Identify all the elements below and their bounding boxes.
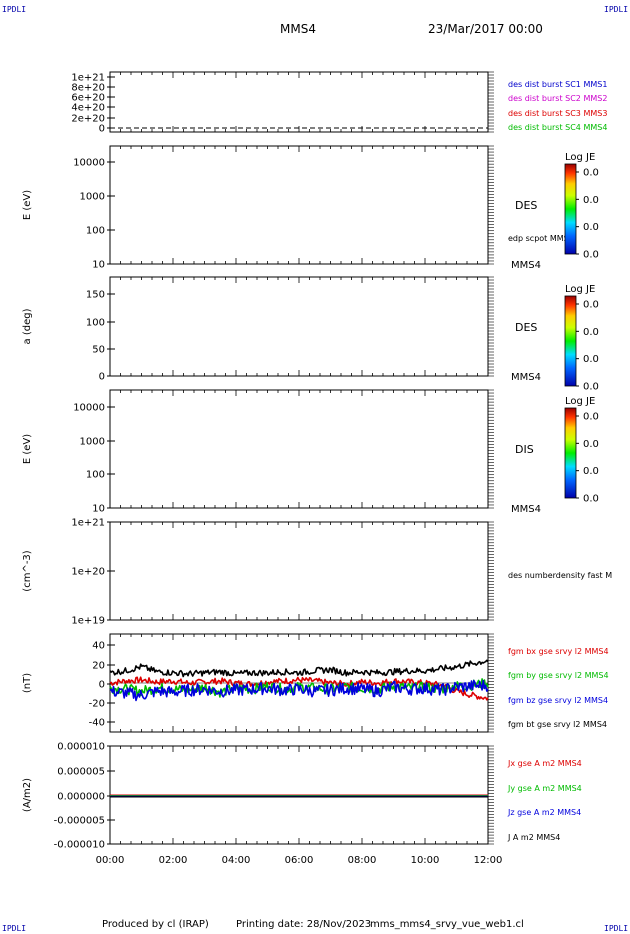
corner-label-top-right: IPDLI bbox=[604, 5, 629, 14]
corner-label-top-left: IPDLI bbox=[2, 5, 27, 14]
legend-entry: fgm bx gse srvy l2 MMS4 bbox=[508, 647, 609, 656]
footer-filename: mms_mms4_srvy_vue_web1.cl bbox=[370, 919, 524, 930]
y-tick-label: 10 bbox=[92, 504, 105, 515]
y-tick-label: 0 bbox=[99, 680, 105, 691]
y-axis-label: E (eV) bbox=[22, 190, 33, 220]
panel-frame bbox=[109, 389, 489, 509]
y-axis-label: E (eV) bbox=[22, 434, 33, 464]
colorbar-tick-label: 0.0 bbox=[583, 412, 599, 423]
y-tick-label: 4e+20 bbox=[71, 103, 105, 114]
colorbar-tick-label: 0.0 bbox=[583, 250, 599, 261]
spacecraft-label: MMS4 bbox=[511, 504, 541, 515]
footer-printing-date: Printing date: 28/Nov/2023 bbox=[236, 919, 372, 930]
corner-label-bottom-right: IPDLI bbox=[604, 924, 629, 933]
date-title: 23/Mar/2017 00:00 bbox=[428, 22, 543, 36]
series-line bbox=[109, 659, 489, 678]
panel-frame bbox=[109, 521, 489, 621]
panel-frame bbox=[109, 71, 489, 133]
colorbar-tick-label: 0.0 bbox=[583, 354, 599, 365]
y-tick-label: 0.000005 bbox=[57, 767, 105, 778]
legend-entry: des dist burst SC1 MMS1 bbox=[508, 80, 607, 89]
y-tick-label: 6e+20 bbox=[71, 93, 105, 104]
y-tick-label: 10000 bbox=[73, 158, 105, 169]
colorbar-tick-label: 0.0 bbox=[583, 466, 599, 477]
colorbar bbox=[564, 407, 577, 499]
spacecraft-label: MMS4 bbox=[511, 260, 541, 271]
y-tick-label: 10000 bbox=[73, 403, 105, 414]
series-line bbox=[109, 679, 489, 702]
y-tick-label: 150 bbox=[86, 290, 105, 301]
legend-entry: Jx gse A m2 MMS4 bbox=[507, 759, 582, 768]
y-tick-label: -0.000005 bbox=[54, 816, 105, 827]
y-tick-label: 1e+21 bbox=[71, 518, 105, 529]
x-tick-label: 06:00 bbox=[285, 855, 314, 866]
x-tick-label: 04:00 bbox=[222, 855, 251, 866]
legend-entry: J A m2 MMS4 bbox=[507, 833, 560, 842]
y-axis-label: (cm^-3) bbox=[22, 550, 33, 591]
colorbar-title: Log JE bbox=[565, 284, 595, 295]
y-tick-label: 2e+20 bbox=[71, 114, 105, 125]
x-tick-label: 00:00 bbox=[96, 855, 125, 866]
legend-entry: fgm bt gse srvy l2 MMS4 bbox=[508, 720, 607, 729]
colorbar-title: Log JE bbox=[565, 396, 595, 407]
y-tick-label: 50 bbox=[92, 345, 105, 356]
y-tick-label: 100 bbox=[86, 318, 105, 329]
legend-entry: des numberdensity fast M bbox=[508, 571, 612, 580]
corner-label-bottom-left: IPDLI bbox=[2, 924, 27, 933]
colorbar-tick-label: 0.0 bbox=[583, 222, 599, 233]
y-tick-label: 0 bbox=[99, 372, 105, 383]
legend-entry: Jy gse A m2 MMS4 bbox=[507, 784, 582, 793]
y-tick-label: 20 bbox=[92, 661, 105, 672]
legend-entry: des dist burst SC2 MMS2 bbox=[508, 94, 607, 103]
y-axis-label: (A/m2) bbox=[22, 778, 33, 812]
y-tick-label: 40 bbox=[92, 641, 105, 652]
y-tick-label: 8e+20 bbox=[71, 83, 105, 94]
y-tick-label: 1000 bbox=[80, 192, 105, 203]
y-tick-label: 100 bbox=[86, 226, 105, 237]
legend-entry: des dist burst SC4 MMS4 bbox=[508, 123, 607, 132]
y-tick-label: 1e+20 bbox=[71, 567, 105, 578]
y-tick-label: 0.000010 bbox=[57, 742, 105, 753]
y-tick-label: 1e+19 bbox=[71, 616, 105, 627]
y-tick-label: 10 bbox=[92, 260, 105, 271]
colorbar-tick-label: 0.0 bbox=[583, 168, 599, 179]
x-tick-label: 02:00 bbox=[159, 855, 188, 866]
x-tick-label: 12:00 bbox=[474, 855, 503, 866]
y-tick-label: 0 bbox=[99, 124, 105, 135]
y-axis-label: (nT) bbox=[22, 673, 33, 693]
y-tick-label: 100 bbox=[86, 470, 105, 481]
y-tick-label: 0.000000 bbox=[57, 792, 105, 803]
panel-frame bbox=[109, 145, 489, 265]
colorbar-tick-label: 0.0 bbox=[583, 327, 599, 338]
legend-entry: fgm bz gse srvy l2 MMS4 bbox=[508, 696, 608, 705]
colorbar-tick-label: 0.0 bbox=[583, 439, 599, 450]
instrument-label: DES bbox=[515, 321, 537, 334]
spacecraft-title: MMS4 bbox=[280, 22, 316, 36]
colorbar bbox=[564, 163, 577, 255]
overlay-label: edp scpot MMS4 bbox=[508, 234, 574, 243]
y-tick-label: 1e+21 bbox=[71, 73, 105, 84]
legend-entry: Jz gse A m2 MMS4 bbox=[507, 808, 581, 817]
y-tick-label: -40 bbox=[89, 718, 105, 729]
spacecraft-label: MMS4 bbox=[511, 372, 541, 383]
y-axis-label: a (deg) bbox=[22, 308, 33, 344]
y-tick-label: 1000 bbox=[80, 437, 105, 448]
instrument-label: DIS bbox=[515, 443, 534, 456]
panel-frame bbox=[109, 276, 489, 377]
colorbar-tick-label: 0.0 bbox=[583, 382, 599, 393]
x-tick-label: 08:00 bbox=[348, 855, 377, 866]
colorbar bbox=[564, 295, 577, 387]
colorbar-tick-label: 0.0 bbox=[583, 494, 599, 505]
instrument-label: DES bbox=[515, 199, 537, 212]
y-tick-label: -20 bbox=[89, 699, 105, 710]
colorbar-title: Log JE bbox=[565, 152, 595, 163]
legend-entry: fgm by gse srvy l2 MMS4 bbox=[508, 671, 609, 680]
colorbar-tick-label: 0.0 bbox=[583, 300, 599, 311]
y-tick-label: -0.000010 bbox=[54, 840, 105, 851]
legend-entry: des dist burst SC3 MMS3 bbox=[508, 109, 607, 118]
footer-producer: Produced by cl (IRAP) bbox=[102, 919, 209, 930]
x-tick-label: 10:00 bbox=[411, 855, 440, 866]
colorbar-tick-label: 0.0 bbox=[583, 195, 599, 206]
